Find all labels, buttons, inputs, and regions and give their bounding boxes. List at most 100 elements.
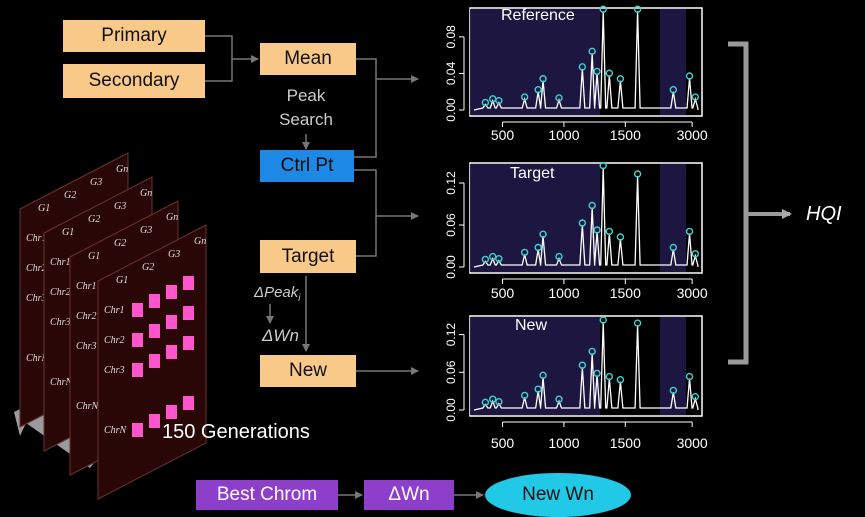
chr-label: Chr1 bbox=[26, 233, 47, 244]
peak-marker bbox=[489, 252, 497, 261]
gene-cell bbox=[166, 315, 177, 329]
chromosome-card: G1 G2 G3 Gn Chr1 Chr2 Chr3 ChrN bbox=[97, 224, 207, 500]
x-tick-label: 3000 bbox=[677, 435, 708, 451]
spectrum-line bbox=[473, 11, 699, 111]
peak-marker bbox=[520, 93, 529, 101]
peak-marker bbox=[691, 93, 699, 101]
gene-label: Gn bbox=[166, 212, 178, 223]
chart-title: New bbox=[515, 317, 547, 334]
peak-marker bbox=[534, 243, 542, 252]
peak-marker bbox=[495, 96, 503, 105]
peak-marker bbox=[539, 371, 547, 380]
peak-marker bbox=[481, 98, 490, 107]
y-tick-label: 0.08 bbox=[444, 25, 458, 49]
peak-marker bbox=[534, 385, 542, 393]
gene-label: Gn bbox=[194, 236, 206, 247]
gene-cell bbox=[183, 396, 194, 410]
x-tick-label: 3000 bbox=[677, 285, 708, 301]
spectrum-line bbox=[473, 321, 699, 411]
peak-marker bbox=[593, 226, 601, 234]
gene-cell bbox=[149, 414, 160, 428]
peak-marker bbox=[633, 319, 642, 327]
peak-marker bbox=[555, 252, 563, 261]
peak-marker bbox=[588, 47, 596, 56]
y-tick-label: 0.12 bbox=[444, 171, 458, 195]
chr-label: ChrN bbox=[76, 401, 100, 412]
chromosome-stack: G1G2G3GnChr1Chr2Chr3ChrNG1G2G3GnChr1Chr2… bbox=[19, 152, 207, 500]
x-tick-label: 1500 bbox=[610, 127, 641, 143]
spectrum-chart: Target 0.00 0.06 0.12 500 1000 1500 3000 bbox=[444, 161, 708, 301]
peak-marker bbox=[495, 398, 503, 406]
peak-marker bbox=[495, 255, 503, 263]
gene-cell bbox=[132, 303, 143, 317]
peak-marker bbox=[539, 230, 547, 238]
spectrum-line bbox=[473, 167, 699, 268]
gene-cell bbox=[183, 336, 194, 350]
y-tick-label: 0.00 bbox=[444, 98, 458, 122]
chr-label: Chr2 bbox=[104, 335, 125, 346]
peak-marker bbox=[588, 347, 596, 356]
peak-marker bbox=[578, 63, 587, 71]
chart-title: Reference bbox=[501, 7, 575, 24]
peak-search-label: Peak Search bbox=[279, 86, 333, 129]
peak-marker bbox=[605, 227, 614, 236]
chr-label: ChrN bbox=[50, 377, 74, 388]
peak-marker bbox=[669, 86, 678, 94]
x-tick-label: 1500 bbox=[610, 435, 641, 451]
shaded-band bbox=[470, 317, 601, 415]
chr-label: ChrN bbox=[26, 353, 50, 364]
peak-marker bbox=[534, 86, 542, 94]
secondary-box: Secondary bbox=[63, 64, 205, 98]
peak-marker bbox=[599, 161, 607, 170]
gene-label: Gn bbox=[116, 164, 128, 175]
x-tick-label: 500 bbox=[491, 127, 515, 143]
peak-marker bbox=[593, 369, 601, 378]
gene-cell bbox=[149, 324, 160, 338]
gene-cell bbox=[166, 405, 177, 419]
peak-marker bbox=[593, 67, 601, 76]
best-chrom-box: Best Chrom bbox=[196, 480, 338, 510]
chr-label: ChrN bbox=[104, 425, 128, 436]
gene-label: G3 bbox=[90, 177, 102, 188]
gene-cell bbox=[166, 285, 177, 299]
gene-label: G1 bbox=[62, 227, 74, 238]
generations-label: 150 Generations bbox=[162, 421, 310, 443]
shaded-band bbox=[660, 164, 686, 272]
peak-marker bbox=[599, 316, 607, 324]
connector-lines bbox=[205, 35, 484, 499]
delta-peak-label: ΔPeaki bbox=[254, 284, 301, 304]
spectrum-chart: New 0.00 0.06 0.12 500 1000 1500 3000 bbox=[444, 315, 708, 451]
x-tick-label: 500 bbox=[491, 435, 515, 451]
peak-marker bbox=[539, 75, 547, 83]
peak-marker bbox=[685, 372, 694, 381]
chr-label: Chr3 bbox=[104, 365, 125, 376]
peak-marker bbox=[481, 398, 490, 407]
y-tick-label: 0.06 bbox=[444, 360, 458, 384]
gene-cell bbox=[149, 354, 160, 368]
gene-label: G3 bbox=[114, 201, 126, 212]
peak-marker bbox=[616, 75, 625, 83]
peak-marker bbox=[633, 5, 642, 13]
gene-label: G2 bbox=[64, 190, 76, 201]
chr-label: Chr3 bbox=[50, 317, 71, 328]
y-tick-label: 0.00 bbox=[444, 255, 458, 279]
chart-title: Target bbox=[510, 165, 555, 182]
shaded-band bbox=[660, 9, 686, 115]
gene-cell bbox=[166, 345, 177, 359]
gene-label: G2 bbox=[114, 238, 126, 249]
new-box: New bbox=[260, 355, 356, 387]
chr-label: Chr1 bbox=[50, 257, 71, 268]
peak-marker bbox=[685, 72, 694, 80]
peak-marker bbox=[691, 392, 699, 401]
x-tick-label: 500 bbox=[491, 285, 515, 301]
new-wn-oval: New Wn bbox=[485, 473, 631, 517]
gene-label: G1 bbox=[38, 203, 50, 214]
gene-cell bbox=[132, 363, 143, 377]
gene-label: G2 bbox=[88, 214, 100, 225]
primary-box: Primary bbox=[63, 20, 205, 52]
peak-marker bbox=[633, 170, 642, 178]
gene-cell bbox=[132, 333, 143, 347]
peak-marker bbox=[605, 372, 614, 381]
gene-cell bbox=[183, 276, 194, 290]
